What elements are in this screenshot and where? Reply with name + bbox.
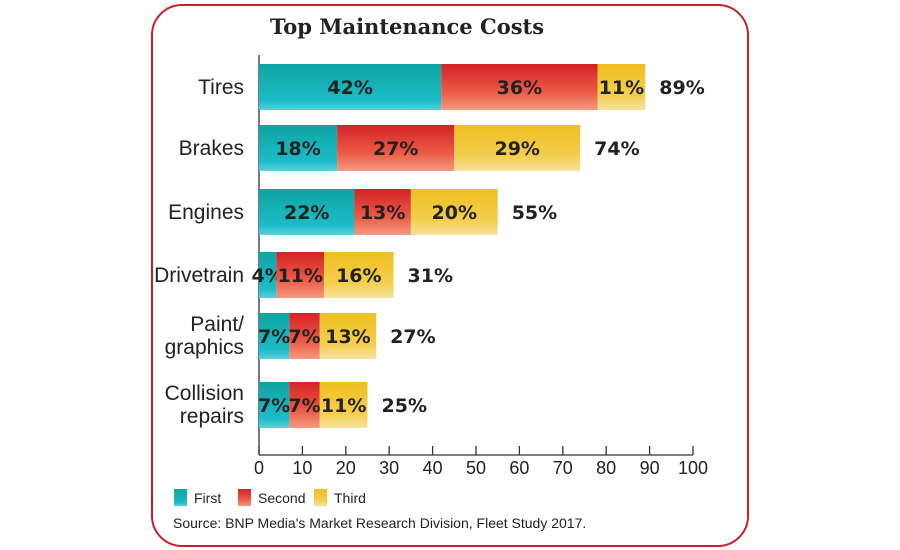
segment-value-label: 13%: [325, 326, 370, 348]
x-tick-label: 10: [292, 458, 312, 478]
x-tick-label: 50: [466, 458, 486, 478]
legend-label: Third: [334, 490, 366, 506]
category-label: Brakes: [179, 137, 244, 160]
segment-value-label: 7%: [288, 326, 320, 348]
segment-value-label: 13%: [360, 202, 405, 224]
legend-swatch-second: [238, 489, 251, 506]
bar-segment-first: [259, 382, 290, 428]
x-tick-label: 0: [254, 458, 264, 478]
bar-segment-first: [259, 125, 338, 171]
segment-value-label: 42%: [327, 77, 372, 99]
bar-segment-third: [319, 313, 377, 359]
segment-value-label: 20%: [432, 202, 477, 224]
x-tick-label: 100: [678, 458, 708, 478]
total-value-label: 31%: [408, 265, 453, 287]
bar-segment-first: [259, 189, 355, 235]
bar-segment-second: [354, 189, 411, 235]
total-value-label: 74%: [594, 138, 639, 160]
segment-value-label: 11%: [277, 265, 322, 287]
bar-segment-third: [410, 189, 498, 235]
segment-value-label: 18%: [275, 138, 320, 160]
bar-segment-second: [441, 64, 598, 110]
x-tick-label: 20: [336, 458, 356, 478]
bar-segment-first: [259, 64, 442, 110]
x-tick-label: 70: [553, 458, 573, 478]
segment-value-label: 4%: [252, 265, 284, 287]
chart-title: Top Maintenance Costs: [270, 14, 544, 39]
category-label: Collision: [165, 382, 244, 405]
source-note: Source: BNP Media's Market Research Divi…: [173, 515, 586, 531]
x-tick-label: 90: [640, 458, 660, 478]
category-label: Paint/: [190, 313, 244, 336]
category-label: repairs: [180, 405, 244, 428]
bar-segment-first: [259, 313, 290, 359]
bar-segment-second: [289, 313, 320, 359]
total-value-label: 27%: [390, 326, 435, 348]
category-label: Engines: [168, 201, 244, 224]
segment-value-label: 27%: [373, 138, 418, 160]
segment-value-label: 16%: [336, 265, 381, 287]
bar-segment-third: [597, 64, 646, 110]
x-tick-label: 60: [509, 458, 529, 478]
legend-swatch-third: [314, 489, 327, 506]
total-value-label: 89%: [659, 77, 704, 99]
segment-value-label: 22%: [284, 202, 329, 224]
segment-value-label: 7%: [258, 395, 290, 417]
segment-value-label: 36%: [497, 77, 542, 99]
total-value-label: 55%: [512, 202, 557, 224]
bar-segment-second: [289, 382, 320, 428]
segment-value-label: 11%: [321, 395, 366, 417]
category-label: Drivetrain: [154, 264, 244, 287]
segment-value-label: 11%: [599, 77, 644, 99]
legend-label: First: [194, 490, 221, 506]
x-tick-label: 40: [423, 458, 443, 478]
bar-segment-third: [319, 382, 368, 428]
segment-value-label: 7%: [288, 395, 320, 417]
x-tick-label: 80: [596, 458, 616, 478]
bar-segment-third: [454, 125, 581, 171]
x-tick-label: 30: [379, 458, 399, 478]
legend-swatch-first: [174, 489, 187, 506]
bar-segment-second: [337, 125, 455, 171]
bar-segment-second: [276, 252, 325, 298]
segment-value-label: 29%: [494, 138, 539, 160]
legend-label: Second: [258, 490, 305, 506]
category-label: graphics: [165, 336, 244, 359]
total-value-label: 25%: [382, 395, 427, 417]
bar-segment-third: [324, 252, 394, 298]
bar-segment-first: [259, 252, 277, 298]
category-label: Tires: [198, 76, 244, 99]
segment-value-label: 7%: [258, 326, 290, 348]
